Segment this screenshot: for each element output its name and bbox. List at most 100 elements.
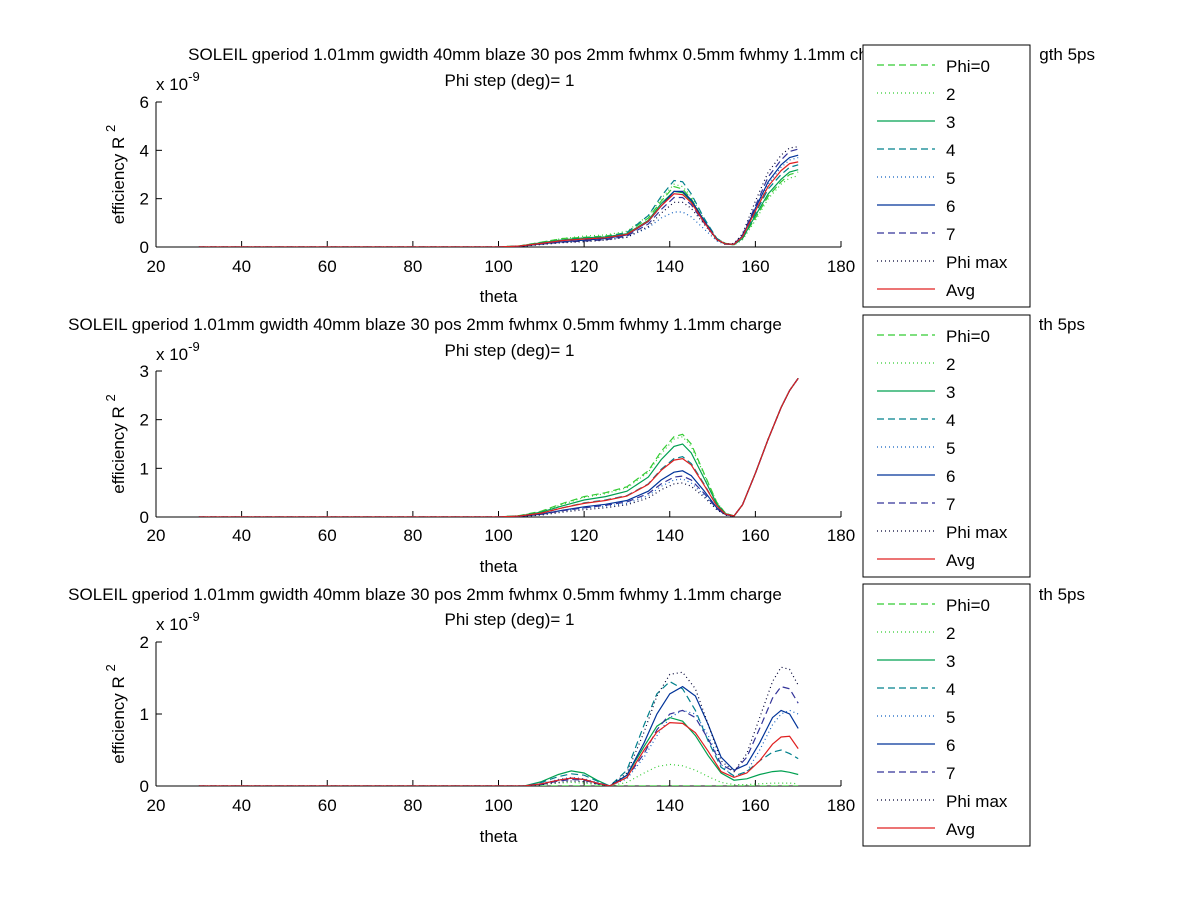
chart-title: SOLEIL gperiod 1.01mm gwidth 40mm blaze … bbox=[68, 585, 782, 604]
axis-multiplier: x 10-9 bbox=[156, 609, 200, 634]
x-tick-label: 60 bbox=[318, 526, 337, 545]
x-tick-label: 20 bbox=[147, 257, 166, 276]
x-tick-label: 180 bbox=[827, 257, 855, 276]
chart-subtitle: Phi step (deg)= 1 bbox=[445, 341, 575, 360]
series-line-avg bbox=[198, 721, 799, 786]
x-tick-label: 120 bbox=[570, 526, 598, 545]
legend-label: Avg bbox=[946, 281, 975, 300]
legend-box bbox=[862, 314, 1031, 578]
y-tick-label: 0 bbox=[140, 777, 149, 796]
legend-label: 6 bbox=[946, 736, 955, 755]
x-tick-label: 80 bbox=[403, 257, 422, 276]
legend-label: Phi=0 bbox=[946, 596, 990, 615]
y-tick-label: 2 bbox=[140, 633, 149, 652]
x-tick-label: 20 bbox=[147, 526, 166, 545]
legend-label: 2 bbox=[946, 624, 955, 643]
legend-label: 2 bbox=[946, 85, 955, 104]
legend: Phi=0 2 3 4 5 6 7 Phi max Avg bbox=[862, 44, 1031, 308]
legend-label: Phi=0 bbox=[946, 57, 990, 76]
legend-label: 7 bbox=[946, 764, 955, 783]
x-tick-label: 120 bbox=[570, 796, 598, 815]
y-tick-label: 4 bbox=[140, 141, 149, 160]
chart-title: SOLEIL gperiod 1.01mm gwidth 40mm blaze … bbox=[68, 315, 782, 334]
x-tick-label: 40 bbox=[232, 796, 251, 815]
series-line-avg bbox=[198, 161, 799, 247]
x-tick-label: 180 bbox=[827, 796, 855, 815]
x-axis-label: theta bbox=[480, 827, 518, 846]
chart-subtitle: Phi step (deg)= 1 bbox=[445, 610, 575, 629]
legend-label: 7 bbox=[946, 225, 955, 244]
y-tick-label: 2 bbox=[140, 190, 149, 209]
series-line-phi-max bbox=[198, 146, 799, 247]
legend-label: 3 bbox=[946, 652, 955, 671]
chart-title: SOLEIL gperiod 1.01mm gwidth 40mm blaze … bbox=[188, 45, 902, 64]
plot-area bbox=[198, 666, 799, 786]
legend-label: 6 bbox=[946, 197, 955, 216]
series-line-5 bbox=[198, 157, 799, 247]
chart-title-tail: th 5ps bbox=[1039, 315, 1085, 334]
legend-label: 5 bbox=[946, 439, 955, 458]
legend-label: Avg bbox=[946, 820, 975, 839]
y-tick-label: 0 bbox=[140, 238, 149, 257]
series-line-phi-max bbox=[198, 666, 799, 786]
x-tick-label: 60 bbox=[318, 796, 337, 815]
x-tick-label: 160 bbox=[741, 526, 769, 545]
chart-panel-2: 20 40 60 80 100 120 140 160 180 0 1 2 3 x 10-9 SOLEIL … bbox=[68, 315, 855, 576]
y-tick-label: 2 bbox=[140, 411, 149, 430]
legend-label: 6 bbox=[946, 467, 955, 486]
chart-panel-3: 20 40 60 80 100 120 140 160 180 0 1 2 x 10-9 SOLEIL g… bbox=[68, 585, 855, 846]
legend-label: 5 bbox=[946, 708, 955, 727]
legend-label: 4 bbox=[946, 411, 955, 430]
chart-title-tail: gth 5ps bbox=[1039, 45, 1095, 64]
legend-label: 3 bbox=[946, 113, 955, 132]
legend-box bbox=[862, 44, 1031, 308]
legend-label: 2 bbox=[946, 355, 955, 374]
series-line-6 bbox=[198, 377, 799, 517]
series-line-2 bbox=[198, 175, 799, 247]
axis-multiplier: x 10-9 bbox=[156, 339, 200, 364]
y-tick-label: 1 bbox=[140, 705, 149, 724]
x-tick-label: 120 bbox=[570, 257, 598, 276]
legend: Phi=0 2 3 4 5 6 7 Phi max Avg bbox=[862, 583, 1031, 847]
legend-label: Avg bbox=[946, 551, 975, 570]
legend-label: 4 bbox=[946, 141, 955, 160]
legend-label: Phi max bbox=[946, 523, 1008, 542]
x-tick-label: 40 bbox=[232, 257, 251, 276]
y-tick-label: 3 bbox=[140, 362, 149, 381]
series-line-phi-0 bbox=[198, 377, 799, 517]
legend-label: Phi max bbox=[946, 253, 1008, 272]
x-tick-label: 160 bbox=[741, 257, 769, 276]
legend-label: 4 bbox=[946, 680, 955, 699]
x-tick-label: 140 bbox=[656, 257, 684, 276]
series-line-avg bbox=[198, 377, 799, 517]
legend-label: 3 bbox=[946, 383, 955, 402]
x-tick-label: 80 bbox=[403, 796, 422, 815]
chart-subtitle: Phi step (deg)= 1 bbox=[445, 71, 575, 90]
x-tick-label: 140 bbox=[656, 526, 684, 545]
y-axis-label: efficiency R 2 bbox=[103, 125, 128, 225]
x-tick-label: 100 bbox=[484, 257, 512, 276]
x-tick-label: 140 bbox=[656, 796, 684, 815]
axis-multiplier: x 10-9 bbox=[156, 69, 200, 94]
series-line-5 bbox=[198, 709, 799, 786]
legend-label: Phi max bbox=[946, 792, 1008, 811]
x-tick-label: 40 bbox=[232, 526, 251, 545]
plot-area bbox=[198, 146, 799, 247]
x-tick-label: 180 bbox=[827, 526, 855, 545]
x-tick-label: 160 bbox=[741, 796, 769, 815]
plot-area bbox=[198, 377, 799, 517]
series-line-phi-0 bbox=[198, 171, 799, 247]
x-tick-label: 80 bbox=[403, 526, 422, 545]
x-tick-label: 100 bbox=[484, 796, 512, 815]
x-tick-label: 20 bbox=[147, 796, 166, 815]
x-axis-label: theta bbox=[480, 557, 518, 576]
legend-label: 5 bbox=[946, 169, 955, 188]
y-tick-label: 0 bbox=[140, 508, 149, 527]
y-axis-label: efficiency R 2 bbox=[103, 394, 128, 494]
x-axis-label: theta bbox=[480, 287, 518, 306]
y-axis-label: efficiency R 2 bbox=[103, 664, 128, 764]
x-tick-label: 100 bbox=[484, 526, 512, 545]
series-line-7 bbox=[198, 685, 799, 786]
series-line-4 bbox=[198, 680, 799, 786]
